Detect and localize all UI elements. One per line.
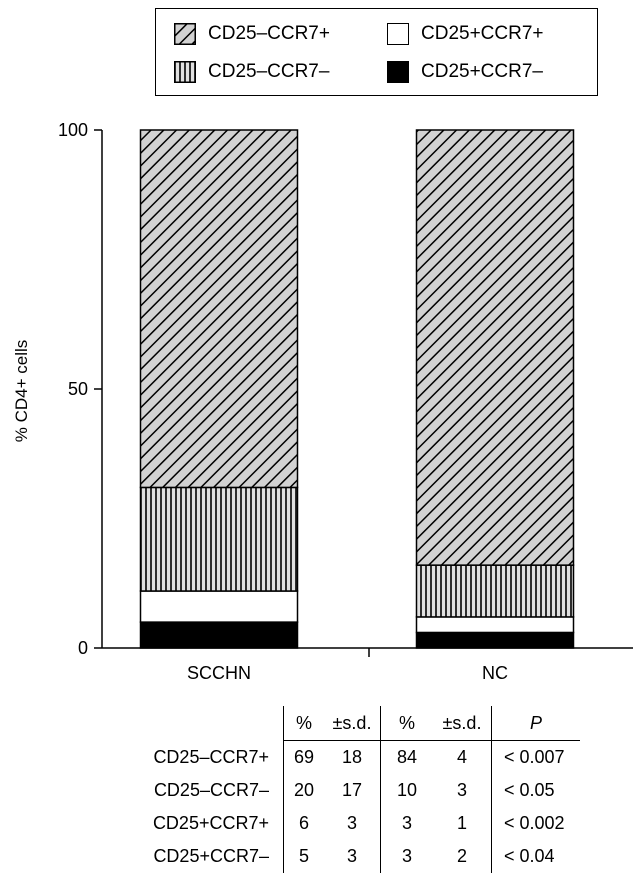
table-header-cell: % (380, 706, 433, 741)
bar-segment (415, 631, 575, 649)
y-tick-label: 0 (78, 638, 88, 658)
table-cell: < 0.04 (491, 840, 580, 873)
chart-legend: CD25–CCR7+ CD25+CCR7+ CD25–CCR7– CD25+CC… (155, 8, 598, 96)
table-cell: 18 (341, 747, 363, 767)
table-cell: < 0.05 (491, 774, 580, 807)
table-cell: 3 (346, 813, 357, 833)
table-header-cell: ±s.d. (324, 706, 381, 741)
legend-label: CD25+CCR7+ (421, 23, 544, 44)
table-row-label: CD25–CCR7– (153, 780, 269, 800)
bars (139, 129, 575, 649)
table-cell: 6 (283, 807, 324, 840)
legend-item-cd25pos-ccr7neg: CD25+CCR7– (387, 61, 543, 83)
bar-segment (139, 129, 299, 489)
table-cell: 10 (380, 774, 433, 807)
table-header-row: % ±s.d. % ±s.d. P (60, 706, 580, 741)
table-cell: 84 (380, 740, 433, 774)
stacked-bar-chart: 0 50 100 SCCHN NC % CD4+ cells (12, 120, 633, 683)
y-tick-label: 100 (58, 120, 88, 140)
legend-swatch-black (387, 61, 409, 83)
table-cell: 69 (283, 740, 324, 774)
bar-segment (415, 129, 575, 566)
table-header-cell: ±s.d. (433, 706, 492, 741)
legend-swatch-diagonal (174, 23, 196, 45)
table-cell: 20 (283, 774, 324, 807)
table-row: CD25–CCR7+ 69 18 84 4 < 0.007 (60, 740, 580, 774)
y-axis-label: % CD4+ cells (12, 340, 31, 443)
legend-label: CD25–CCR7+ (208, 23, 330, 44)
x-tick-label: SCCHN (187, 663, 251, 683)
y-tick-label: 50 (68, 379, 88, 399)
table-cell: 5 (283, 840, 324, 873)
legend-label: CD25+CCR7– (421, 61, 543, 82)
table-cell: 1 (456, 813, 467, 833)
table-cell: 3 (380, 807, 433, 840)
legend-swatch-white (387, 23, 409, 45)
statistics-table: % ±s.d. % ±s.d. P CD25–CCR7+ 69 18 84 4 … (60, 706, 580, 873)
x-tick-label: NC (482, 663, 508, 683)
table-row-label: CD25–CCR7+ (153, 746, 269, 767)
table-cell: 2 (456, 846, 467, 866)
table-cell: < 0.007 (491, 740, 580, 774)
legend-item-cd25neg-ccr7neg: CD25–CCR7– (174, 61, 329, 83)
table-cell: 3 (346, 846, 357, 866)
table-row: CD25–CCR7– 20 17 10 3 < 0.05 (60, 774, 580, 807)
table-header-blank (60, 706, 284, 741)
bar-segment (415, 616, 575, 634)
table-cell: 4 (456, 747, 467, 767)
legend-item-cd25neg-ccr7pos: CD25–CCR7+ (174, 23, 330, 45)
table-header-cell: % (283, 706, 324, 741)
table-cell: 3 (380, 840, 433, 873)
bar-segment (139, 486, 299, 592)
legend-swatch-vertical (174, 61, 196, 83)
table-row: CD25+CCR7+ 6 3 3 1 < 0.002 (60, 807, 580, 840)
legend-item-cd25pos-ccr7pos: CD25+CCR7+ (387, 23, 544, 45)
table-row-label: CD25+CCR7– (153, 846, 269, 866)
bar-segment (139, 621, 299, 649)
table-row: CD25+CCR7– 5 3 3 2 < 0.04 (60, 840, 580, 873)
table-row-label: CD25+CCR7+ (152, 813, 269, 833)
table-header-cell: P (491, 706, 580, 741)
table-cell: 17 (341, 780, 363, 800)
table-cell: < 0.002 (491, 807, 580, 840)
bar-segment (139, 590, 299, 623)
legend-label: CD25–CCR7– (208, 61, 330, 82)
table-cell: 3 (456, 780, 467, 800)
bar-segment (415, 564, 575, 618)
